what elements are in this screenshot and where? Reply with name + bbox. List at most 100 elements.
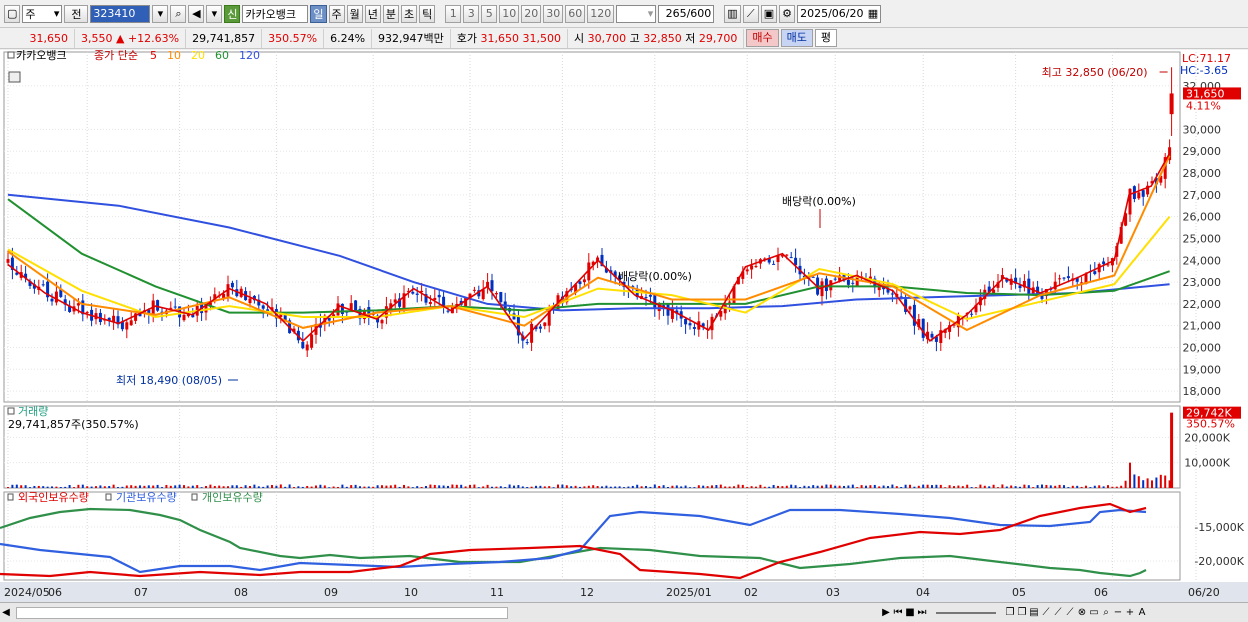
candle-body	[631, 286, 635, 288]
volume-bar	[90, 486, 93, 488]
interval-5-button[interactable]: 5	[481, 4, 498, 23]
count-input[interactable]: 265/600	[658, 4, 715, 23]
interval-10-button[interactable]: 10	[499, 4, 520, 23]
volume-bar	[240, 486, 243, 488]
trend-icon[interactable]: ⟋	[1054, 607, 1062, 618]
volume-bar	[979, 484, 982, 488]
sin-button[interactable]: 신	[224, 4, 241, 23]
candle-body	[1106, 264, 1110, 266]
volume-bar	[627, 486, 630, 488]
volume-bar	[975, 487, 977, 488]
candle-body	[490, 280, 494, 292]
stop-icon[interactable]: ■	[905, 607, 915, 618]
candle-body	[112, 315, 116, 323]
interval-30-button[interactable]: 30	[543, 4, 564, 23]
volume-bar	[81, 484, 84, 488]
prev-button[interactable]: 전	[64, 4, 89, 23]
period-week-tab[interactable]: 주	[328, 4, 345, 23]
buy-button[interactable]: 매수	[746, 29, 779, 47]
scroll-thumb[interactable]	[16, 606, 508, 619]
gear-icon[interactable]: ⚙	[779, 4, 796, 23]
search-icon[interactable]: ⌕	[1103, 607, 1109, 618]
volume-last-label: 29,742K	[1186, 407, 1232, 420]
window-icon[interactable]: ❐	[1005, 607, 1015, 618]
candle-body	[754, 266, 758, 268]
chevron-down-icon[interactable]: ▾	[152, 4, 169, 23]
candle-body	[1022, 280, 1026, 288]
sell-button[interactable]: 매도	[780, 29, 813, 47]
code-input[interactable]: 323410	[90, 4, 151, 23]
candle-type-icon[interactable]: ▥	[724, 4, 741, 23]
chart-scrollbar[interactable]: ◀ ▶ ⏮ ■ ⏭ ❐ ❐ ▤ ⟋ ⟋ ⟋ ⊗ ▭ ⌕ − + A	[0, 602, 1248, 622]
interval-select[interactable]: ▾	[616, 4, 657, 23]
candle-body	[662, 305, 666, 307]
candle-body	[424, 294, 428, 303]
period-year-tab[interactable]: 년	[364, 4, 381, 23]
stock-chart[interactable]: 32,00030,00029,00028,00027,00026,00025,0…	[0, 50, 1248, 602]
volume-bar	[1107, 485, 1109, 488]
candle-body	[1014, 277, 1018, 284]
screen-icon[interactable]: ▭	[1089, 607, 1099, 618]
volume-value: 29,741,857	[186, 28, 263, 48]
scroll-left-icon[interactable]: ◀	[2, 607, 10, 618]
candle-body	[222, 293, 226, 299]
candle-body	[939, 330, 943, 344]
candle-body	[494, 293, 498, 295]
eval-button[interactable]: 평	[814, 29, 838, 47]
open-label: 시	[574, 31, 585, 45]
layout-icon[interactable]: ▤	[1029, 607, 1039, 618]
stock-name-field[interactable]: 카카오뱅크	[242, 4, 309, 23]
save-icon[interactable]: ▣	[760, 4, 778, 23]
interval-60-button[interactable]: 60	[565, 4, 586, 23]
date-input[interactable]: 2025/06/20 ▦	[797, 4, 882, 23]
volume-bar	[433, 484, 436, 488]
candle-body	[182, 314, 186, 321]
first-icon[interactable]: ⏮	[893, 607, 903, 618]
font-icon[interactable]: A	[1138, 607, 1146, 618]
chart-area[interactable]: 32,000 30,000 29,000 28,000 27,000 26,000 25,0…	[0, 50, 1248, 602]
x-tick-label: 09	[324, 586, 338, 599]
scroll-right-icon[interactable]: ▶	[882, 607, 890, 618]
indicator-icon[interactable]: ⟋	[1042, 607, 1050, 618]
interval-1-button[interactable]: 1	[445, 4, 462, 23]
window-icon[interactable]: ▢	[4, 4, 21, 23]
search-icon[interactable]: ⌕	[170, 4, 187, 23]
candle-body	[838, 275, 842, 281]
volume-bar	[812, 485, 815, 488]
interval-120-button[interactable]: 120	[587, 4, 615, 23]
candle-body	[191, 314, 195, 318]
candle-body	[736, 277, 740, 285]
period-month-tab[interactable]: 월	[346, 4, 363, 23]
window-icon[interactable]: ❐	[1017, 607, 1027, 618]
chevron-down-icon[interactable]: ▾	[206, 4, 223, 23]
draw-line-icon[interactable]: ⟋	[742, 4, 759, 23]
volume-bar	[526, 487, 529, 488]
turnover: 6.24%	[324, 28, 373, 48]
period-second-tab[interactable]: 초	[401, 4, 418, 23]
volume-title: 거래량	[18, 405, 48, 418]
volume-bar	[997, 487, 999, 488]
zoom-slider[interactable]	[936, 611, 996, 614]
volume-bar	[323, 485, 326, 488]
candle-body	[952, 324, 956, 326]
interval-3-button[interactable]: 3	[463, 4, 480, 23]
period-day-tab[interactable]: 일	[310, 4, 327, 23]
volume-bar	[821, 485, 823, 488]
count-max: /600	[686, 7, 712, 20]
last-pct-label: 4.11%	[1186, 99, 1221, 112]
change-percent: +12.63%	[127, 31, 180, 45]
last-icon[interactable]: ⏭	[917, 607, 927, 618]
dividend-label: 배당락(0.00%)	[618, 270, 692, 283]
interval-20-button[interactable]: 20	[521, 4, 542, 23]
plus-icon[interactable]: +	[1125, 607, 1135, 618]
volume-bar	[1089, 487, 1092, 488]
delete-icon[interactable]: ⊗	[1077, 607, 1087, 618]
trend-icon[interactable]: ⟋	[1066, 607, 1074, 618]
period-minute-tab[interactable]: 분	[382, 4, 400, 23]
period-tick-tab[interactable]: 틱	[419, 4, 436, 23]
speaker-icon[interactable]: ◀	[188, 4, 205, 23]
minus-icon[interactable]: −	[1113, 607, 1123, 618]
market-select[interactable]: 주 ▾	[22, 4, 63, 23]
candle-body	[1053, 281, 1057, 290]
volume-bar	[737, 484, 740, 488]
